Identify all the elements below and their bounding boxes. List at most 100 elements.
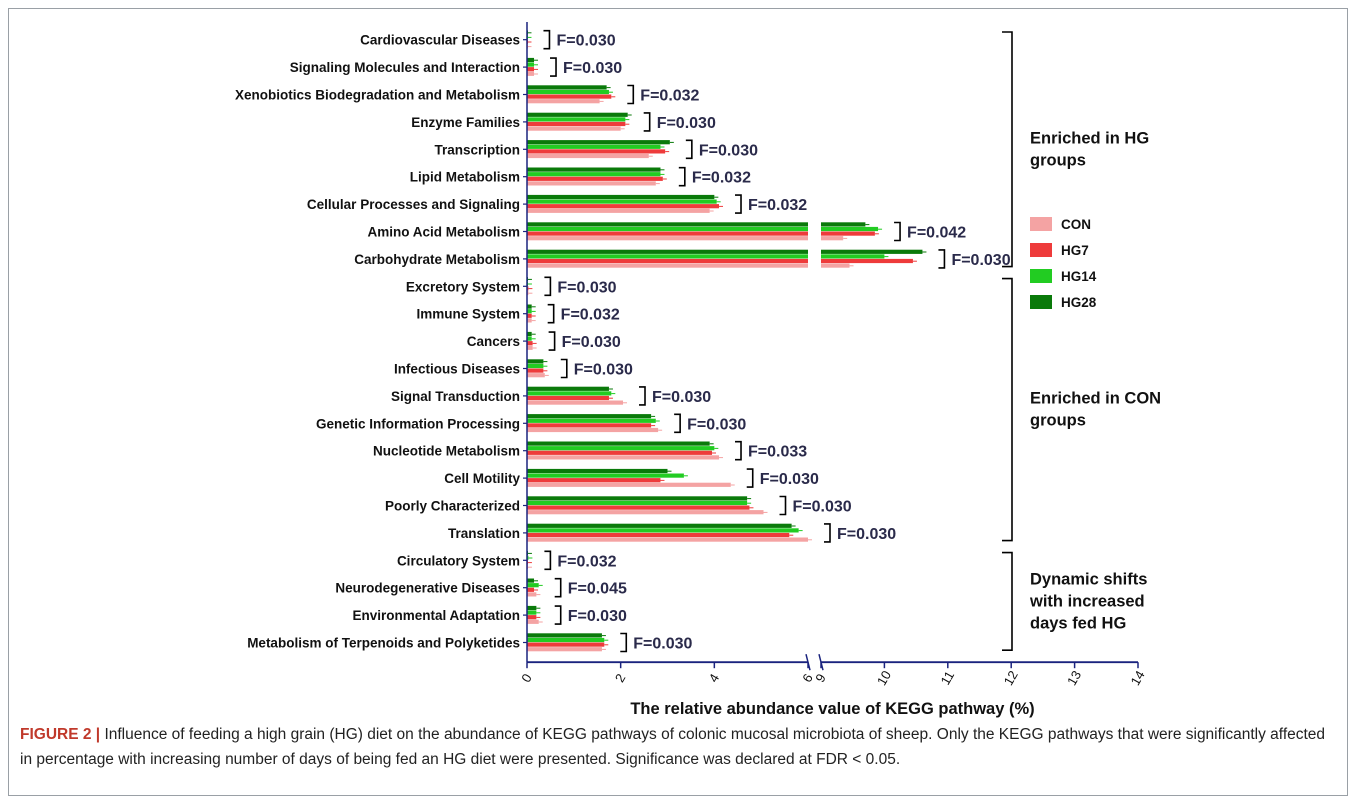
bar-con <box>527 427 659 433</box>
bar-hg28 <box>527 468 668 474</box>
group-label: Enriched in HG <box>1030 129 1149 147</box>
f-value-label: F=0.030 <box>652 389 711 406</box>
bar-con <box>527 181 656 186</box>
f-value-label: F=0.032 <box>748 197 807 214</box>
f-value-label: F=0.032 <box>561 307 620 324</box>
group-brace <box>1002 551 1013 651</box>
significance-bracket <box>674 413 681 434</box>
significance-bracket <box>548 331 556 351</box>
f-value-label: F=0.032 <box>640 88 699 105</box>
bar-hg14 <box>527 254 808 259</box>
bar-con <box>527 537 808 542</box>
group-label: days fed HG <box>1030 614 1126 632</box>
category-label: Cardiovascular Diseases <box>360 33 520 48</box>
bar-hg7 <box>527 149 666 154</box>
category-label: Cell Motility <box>444 471 520 486</box>
f-value-label: F=0.042 <box>907 225 966 242</box>
bar-hg14 <box>821 226 879 232</box>
significance-bracket <box>735 440 742 461</box>
bar-hg14 <box>527 199 717 204</box>
category-label: Excretory System <box>406 279 520 294</box>
caption-text: Influence of feeding a high grain (HG) d… <box>20 726 1326 768</box>
bar-con <box>527 99 600 104</box>
bar-hg28 <box>821 249 923 254</box>
significance-bracket <box>824 523 831 543</box>
f-value-label: F=0.030 <box>633 636 692 653</box>
category-label: Immune System <box>416 307 520 322</box>
bar-hg14 <box>527 528 799 533</box>
x-tick-label: 11 <box>937 668 957 687</box>
category-label: Cellular Processes and Signaling <box>307 197 520 212</box>
bar-hg28 <box>527 304 532 309</box>
bar-hg14 <box>527 62 535 67</box>
bar-hg7 <box>527 258 808 264</box>
legend-swatch-hg7 <box>1030 243 1052 257</box>
f-value-label: F=0.030 <box>574 362 633 379</box>
bar-con <box>527 318 532 323</box>
bar-hg14 <box>527 89 609 95</box>
bar-hg14 <box>527 446 715 451</box>
bar-hg28 <box>527 85 607 90</box>
bar-hg14 <box>527 391 612 396</box>
category-label: Amino Acid Metabolism <box>367 225 520 240</box>
x-tick-label: 9 <box>812 671 829 685</box>
category-label: Signaling Molecules and Interaction <box>290 60 520 75</box>
x-tick-label: 4 <box>706 671 723 685</box>
f-value-label: F=0.030 <box>837 526 896 543</box>
bar-hg7 <box>527 231 808 236</box>
significance-bracket <box>544 550 552 571</box>
bar-hg7 <box>527 67 535 72</box>
significance-bracket <box>544 276 552 297</box>
bar-con <box>527 482 731 487</box>
category-label: Carbohydrate Metabolism <box>354 252 520 267</box>
bar-hg14 <box>527 473 684 478</box>
group-label: with increased <box>1029 592 1145 610</box>
bar-hg14 <box>527 172 661 177</box>
significance-bracket <box>554 605 562 625</box>
bar-hg14 <box>527 117 626 122</box>
category-label: Genetic Information Processing <box>316 416 520 431</box>
bar-hg14 <box>527 144 661 149</box>
category-label: Metabolism of Terpenoids and Polyketides <box>247 636 520 651</box>
significance-bracket <box>735 194 742 214</box>
significance-bracket <box>685 139 693 160</box>
x-tick-label: 14 <box>1127 668 1147 688</box>
significance-bracket <box>938 249 946 269</box>
bar-con <box>527 345 533 350</box>
bar-hg14 <box>527 309 532 314</box>
significance-bracket <box>779 495 787 516</box>
bar-hg28 <box>527 523 792 528</box>
significance-bracket <box>560 358 568 379</box>
f-value-label: F=0.030 <box>557 279 616 296</box>
bar-con <box>527 619 539 624</box>
f-value-label: F=0.045 <box>568 581 627 598</box>
group-label: Enriched in CON <box>1030 390 1161 408</box>
f-value-label: F=0.030 <box>760 471 819 488</box>
bar-hg28 <box>527 331 532 337</box>
bar-hg14 <box>527 363 544 369</box>
group-brace <box>1002 277 1013 542</box>
bar-con <box>527 153 649 159</box>
bar-hg7 <box>527 395 609 401</box>
f-value-label: F=0.030 <box>556 33 615 50</box>
category-label: Poorly Characterized <box>385 499 520 514</box>
bar-con <box>527 373 545 378</box>
bar-hg28 <box>821 222 866 227</box>
significance-bracket <box>894 221 901 242</box>
f-value-label: F=0.030 <box>563 60 622 77</box>
group-brace <box>1002 31 1013 268</box>
f-value-label: F=0.033 <box>748 444 807 461</box>
f-value-label: F=0.032 <box>692 170 751 187</box>
bar-con <box>527 647 602 652</box>
bar-con <box>527 236 808 241</box>
bar-hg7 <box>527 505 750 510</box>
significance-bracket <box>639 386 646 406</box>
bar-hg7 <box>821 258 913 264</box>
bar-con <box>527 263 808 268</box>
bar-hg7 <box>821 231 875 236</box>
bar-hg14 <box>527 418 656 423</box>
category-label: Transcription <box>434 142 520 157</box>
bar-hg14 <box>527 583 539 588</box>
x-tick-label: 10 <box>874 668 894 688</box>
bar-con <box>527 400 624 405</box>
